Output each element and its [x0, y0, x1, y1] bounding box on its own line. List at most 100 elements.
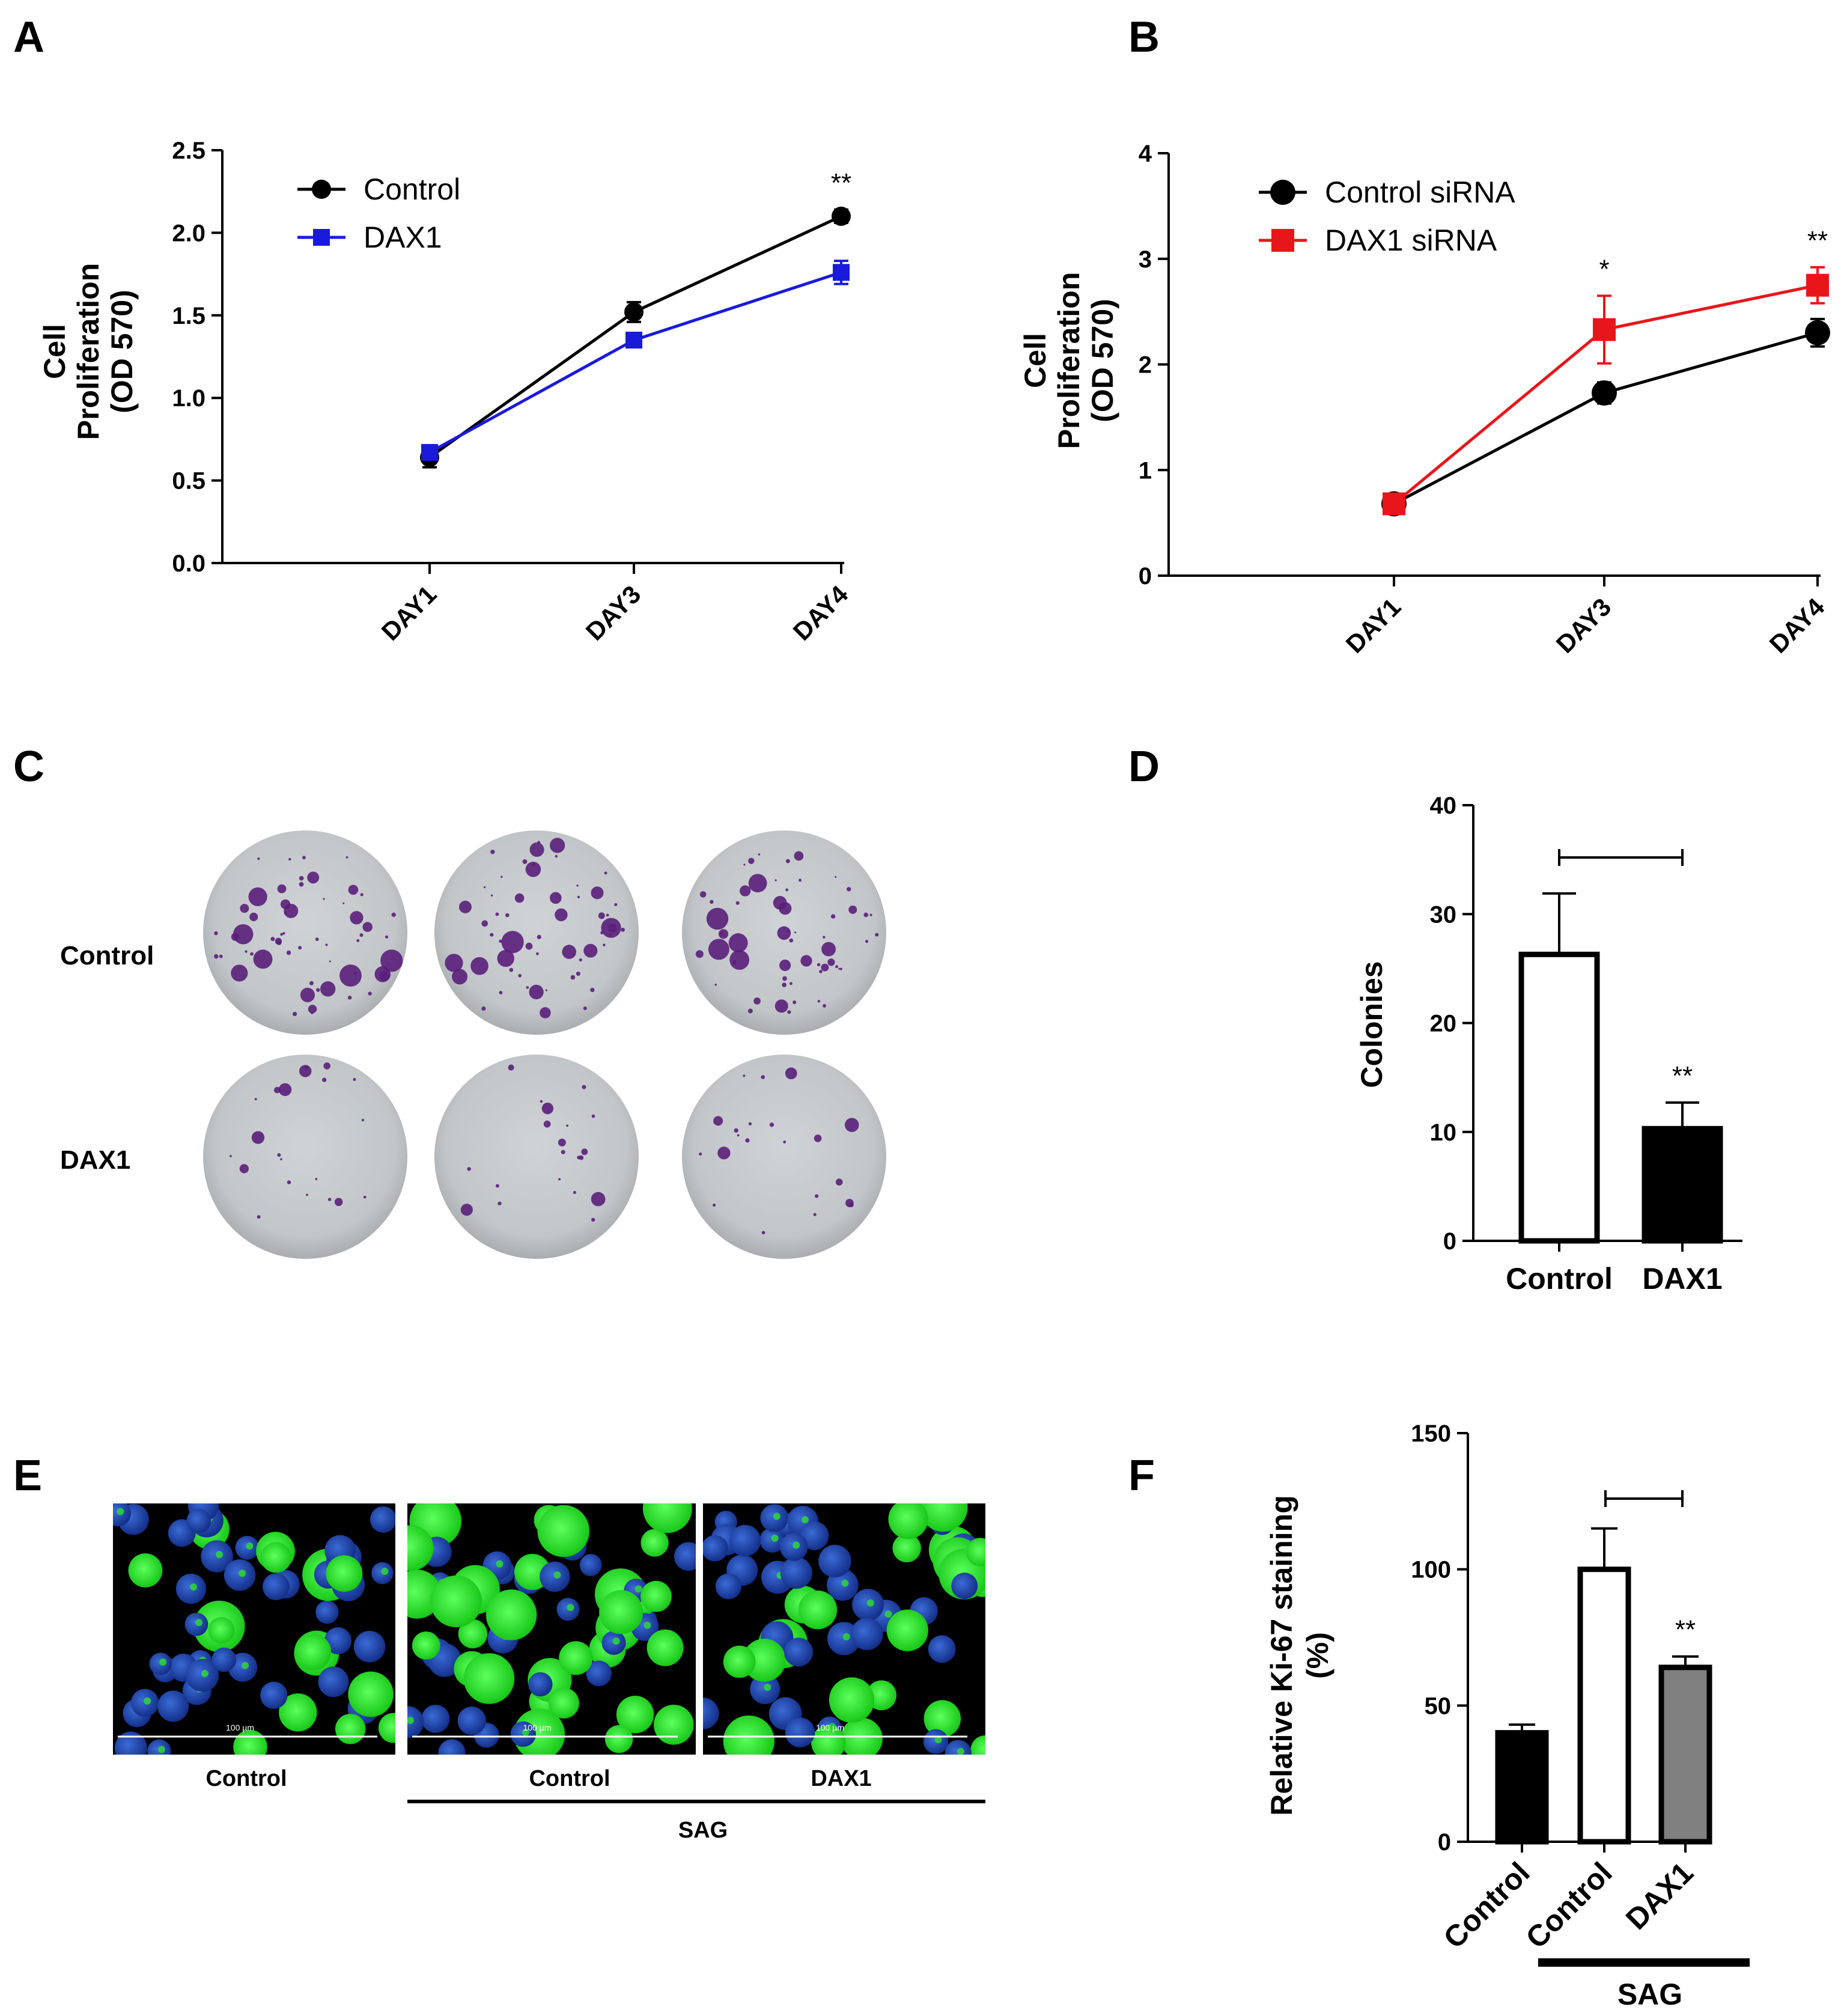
culture-dish [682, 1055, 886, 1259]
colony [445, 954, 463, 972]
chart-f-bar-chart: 0 50 100 150 Relative Ki-67 staining (%) Contr… [1265, 1421, 1750, 2011]
nucleus [263, 1573, 290, 1600]
ki67-positive-cell [966, 1538, 985, 1567]
colony [525, 942, 533, 950]
culture-dish [434, 830, 639, 1035]
nucleus [785, 1717, 815, 1747]
ki67-positive-cell [326, 1555, 363, 1592]
ki67-positive-cell [798, 1590, 838, 1630]
micrograph-cells [703, 1503, 985, 1755]
ki67-positive-cell [919, 1503, 968, 1532]
colony [787, 930, 790, 933]
colony [302, 856, 306, 860]
colony [522, 859, 528, 864]
colony [579, 958, 582, 961]
y-tick-label: 100 [1411, 1557, 1451, 1583]
colony [342, 902, 345, 904]
panel-label-f: F [1128, 1452, 1155, 1500]
colony [495, 1184, 499, 1188]
colony [748, 857, 755, 864]
colony [379, 970, 390, 981]
colony [785, 888, 788, 892]
colony [253, 949, 273, 969]
ki67-positive-cell [430, 1575, 482, 1627]
colony [537, 841, 541, 844]
colony [582, 1085, 586, 1089]
colony [518, 973, 522, 978]
legend-marker [312, 180, 331, 199]
y-tick-label: 20 [1430, 1011, 1457, 1037]
colony [325, 943, 328, 946]
x-tick-label: DAY1 [1340, 592, 1407, 659]
legend-label: Control siRNA [1325, 175, 1515, 209]
colony [794, 931, 797, 934]
y-axis-label: (OD 570) [105, 290, 139, 413]
colony [525, 862, 541, 877]
colony [735, 901, 740, 905]
colony [278, 1083, 292, 1096]
colony [758, 853, 761, 856]
colony [363, 1195, 367, 1199]
colony [353, 1078, 356, 1082]
colony [562, 945, 577, 959]
ki67-speck [612, 1637, 620, 1645]
colony [299, 882, 304, 887]
legend-marker [313, 229, 330, 246]
colony [748, 1122, 752, 1125]
data-point [421, 443, 438, 461]
colony [230, 1155, 232, 1157]
y-axis-label: Cell [38, 324, 72, 379]
colony [233, 924, 254, 945]
colony [865, 939, 869, 943]
ki67-positive-cell [463, 1653, 515, 1704]
nucleus [457, 1707, 486, 1735]
nucleus [211, 1647, 237, 1672]
colony [304, 1065, 309, 1070]
colony [799, 879, 802, 882]
colony [257, 1215, 261, 1219]
colony [785, 1067, 797, 1080]
ki67-positive-cell [970, 1735, 985, 1755]
colony [391, 912, 396, 917]
nucleus [421, 1705, 450, 1733]
colony [550, 838, 565, 853]
x-tick-label: DAY4 [788, 580, 854, 646]
colony [576, 971, 580, 976]
colony [583, 1006, 587, 1011]
colony [793, 1000, 797, 1005]
y-tick-label: 0 [1139, 563, 1152, 589]
colony [591, 1217, 595, 1222]
panel-label-d: D [1128, 743, 1160, 791]
ki67-positive-cell [294, 1634, 332, 1670]
y-tick-label: 50 [1425, 1693, 1452, 1719]
colony [737, 1134, 740, 1137]
colony [501, 876, 503, 879]
panel-label-e: E [13, 1452, 42, 1500]
y-tick-label: 4 [1139, 141, 1152, 167]
ki67-speck [144, 1697, 151, 1705]
ki67-speck [634, 1585, 642, 1593]
colony [292, 1011, 297, 1017]
colony [710, 900, 714, 904]
colony [282, 932, 285, 935]
colony [774, 879, 777, 882]
colony [591, 1192, 606, 1207]
colony [490, 894, 493, 897]
micrograph-caption-sag-control: Control [529, 1766, 610, 1791]
nucleus [586, 1660, 612, 1687]
data-point [832, 206, 851, 226]
colony [320, 981, 336, 997]
data-point [1805, 320, 1830, 346]
y-tick-label: 0.5 [172, 468, 205, 495]
colony [606, 913, 609, 917]
colony [717, 1147, 731, 1160]
colony [460, 1204, 473, 1216]
colony [315, 1178, 318, 1181]
colony [270, 937, 275, 942]
colony [280, 1158, 282, 1161]
nucleus [186, 1508, 211, 1533]
ki67-speck [381, 1568, 389, 1576]
colony [699, 1153, 702, 1156]
colony [250, 952, 254, 956]
